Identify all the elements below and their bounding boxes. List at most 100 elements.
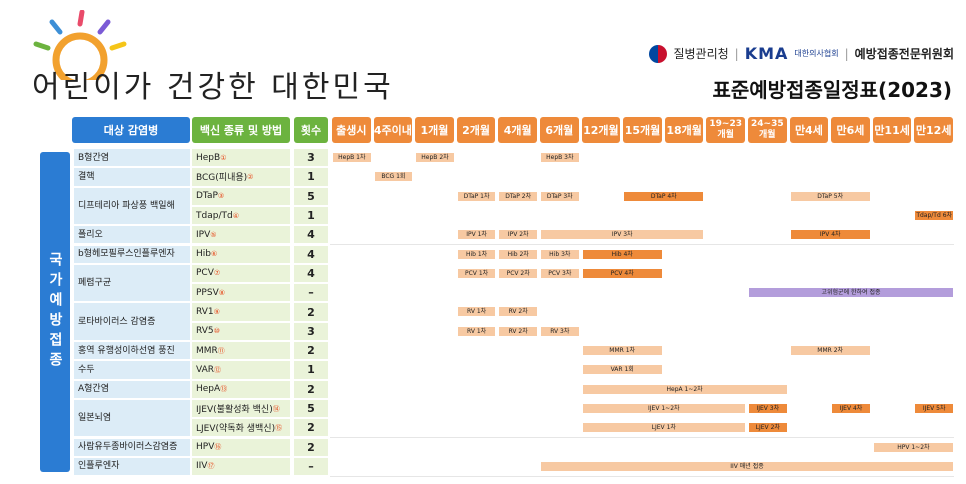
vaccine-name: HepB: [196, 152, 221, 163]
vaccine-name: RV1: [196, 307, 214, 318]
age-col-header: 만4세: [789, 117, 829, 143]
vaccine-cell: IPV ⑤: [192, 226, 290, 244]
schedule-bar: PCV 4차: [582, 268, 662, 278]
footnote-marker: ⑯: [214, 443, 222, 452]
age-col-header: 19~23 개월: [706, 117, 745, 143]
divider: |: [844, 46, 849, 61]
vaccine-cell: HPV ⑯: [192, 438, 290, 456]
schedule-bar: Hib 4차: [582, 249, 662, 259]
vaccine-cell: HepA ⑬: [192, 380, 290, 398]
vaccine-cell: LJEV(약독화 생백신) ⑮: [192, 419, 290, 437]
dose-count: 1: [294, 168, 328, 186]
schedule-bar: RV 2차: [499, 307, 537, 317]
vaccine-name: BCG(피내용): [196, 173, 248, 184]
age-col-header: 15개월: [623, 117, 662, 143]
dose-count: 3: [294, 322, 328, 340]
schedule-bar: RV 1차: [457, 307, 496, 317]
disease-cell: 사람유두종바이러스감염증: [74, 438, 190, 456]
schedule-bar: IPV 3차: [541, 230, 704, 240]
vaccine-name: HPV: [196, 442, 215, 453]
footnote-marker: ⑫: [214, 365, 221, 374]
schedule-bar: 고위험군에 한하여 접종: [749, 288, 953, 298]
schedule-bar: VAR 1회: [582, 365, 662, 375]
org-kdca: 질병관리청: [673, 47, 729, 61]
vaccine-cell: RV5 ⑩: [192, 322, 290, 340]
age-col-header: 1개월: [415, 117, 454, 143]
table-row: [330, 205, 954, 227]
footnote-marker: ⑤: [210, 230, 217, 239]
vaccine-cell: RV1 ⑨: [192, 303, 290, 321]
dose-count: 2: [294, 342, 328, 360]
col-header-disease: 대상 감염병: [72, 117, 190, 143]
footnote-marker: ⑦: [213, 269, 221, 278]
vaccine-cell: HepB ①: [192, 149, 290, 167]
disease-cell: 폴리오: [74, 226, 190, 244]
vaccine-cell: IIV ⑰: [192, 457, 290, 476]
schedule-bar: IPV 1차: [457, 230, 496, 240]
schedule-bar: IJEV 1~2차: [582, 403, 745, 413]
age-col-header: 출생시: [332, 117, 371, 143]
schedule-bar: DTaP 5차: [790, 191, 870, 201]
disease-cell: 로타바이러스 감염증: [74, 303, 190, 340]
footnote-marker: ⑧: [218, 288, 226, 297]
footnote-marker: ②: [247, 172, 254, 181]
disease-cell: 디프테리아 파상풍 백일해: [74, 187, 190, 225]
age-col-header: 24~35 개월: [748, 117, 787, 143]
vaccine-name: Hib: [196, 249, 211, 260]
footnote-marker: ⑩: [213, 327, 220, 336]
page-title: 표준예방접종일정표(2023): [712, 78, 952, 102]
schedule-bar: IIV 매년 접종: [541, 461, 953, 471]
schedule-bar: IJEV 4차: [832, 403, 870, 413]
vaccine-name: Tdap/Td: [196, 210, 233, 221]
vaccine-name: IPV: [196, 229, 211, 240]
age-col-header: 만12세: [914, 117, 953, 143]
dose-count: 4: [294, 226, 328, 244]
footnote-marker: ①: [220, 153, 227, 162]
schedule-bar: LJEV 1차: [582, 423, 745, 433]
dose-count: 5: [294, 399, 328, 418]
col-header-doses: 횟수: [294, 117, 328, 143]
table-row: [330, 167, 954, 188]
disease-cell: B형간염: [74, 149, 190, 167]
table-row: [330, 437, 954, 458]
org-kma: 대한의사협회: [794, 49, 839, 58]
schedule-bar: HepB 2차: [416, 153, 454, 162]
schedule-bar: MMR 1차: [582, 346, 662, 355]
vaccine-cell: PPSV ⑧: [192, 284, 290, 302]
age-col-header: 만11세: [872, 117, 912, 143]
dose-count: 2: [294, 380, 328, 398]
vaccine-name: HepA: [196, 384, 221, 395]
disease-cell: A형간염: [74, 380, 190, 398]
dose-count: 3: [294, 149, 328, 167]
footnote-marker: ⑬: [220, 385, 228, 394]
age-col-header: 만6세: [831, 117, 870, 143]
dose-count: 2: [294, 438, 328, 456]
schedule-bar: Hib 2차: [499, 249, 537, 259]
vaccine-name: VAR: [196, 364, 214, 375]
age-col-header: 12개월: [581, 117, 621, 143]
footnote-marker: ⑰: [207, 462, 215, 471]
schedule-bar: Hib 1차: [457, 249, 496, 259]
schedule-bar: DTaP 1차: [457, 191, 496, 201]
disease-cell: 수두: [74, 361, 190, 379]
footnote-marker: ⑭: [272, 404, 280, 413]
vaccine-name: IIV: [196, 461, 208, 472]
schedule-bar: Hib 3차: [541, 249, 579, 259]
footnote-marker: ③: [217, 192, 225, 201]
schedule-bar: DTaP 2차: [499, 191, 537, 201]
vaccine-cell: Hib ⑥: [192, 245, 290, 263]
vaccine-cell: BCG(피내용) ②: [192, 168, 290, 186]
schedule-bar: HepA 1~2차: [582, 384, 787, 394]
campaign-title: 어린이가 건강한 대한민국: [32, 70, 394, 105]
vaccine-name: RV5: [196, 326, 214, 337]
age-col-header: 2개월: [456, 117, 496, 143]
table-row: [330, 321, 954, 342]
schedule-bar: Tdap/Td 6차: [915, 210, 953, 220]
vaccine-cell: PCV ⑦: [192, 264, 290, 283]
schedule-bar: BCG 1회: [374, 172, 413, 182]
age-col-header: 6개월: [540, 117, 579, 143]
vaccine-name: PPSV: [196, 287, 219, 298]
dose-count: 2: [294, 303, 328, 321]
schedule-bar: RV 2차: [499, 326, 537, 336]
kdca-emblem-icon: [649, 44, 668, 63]
